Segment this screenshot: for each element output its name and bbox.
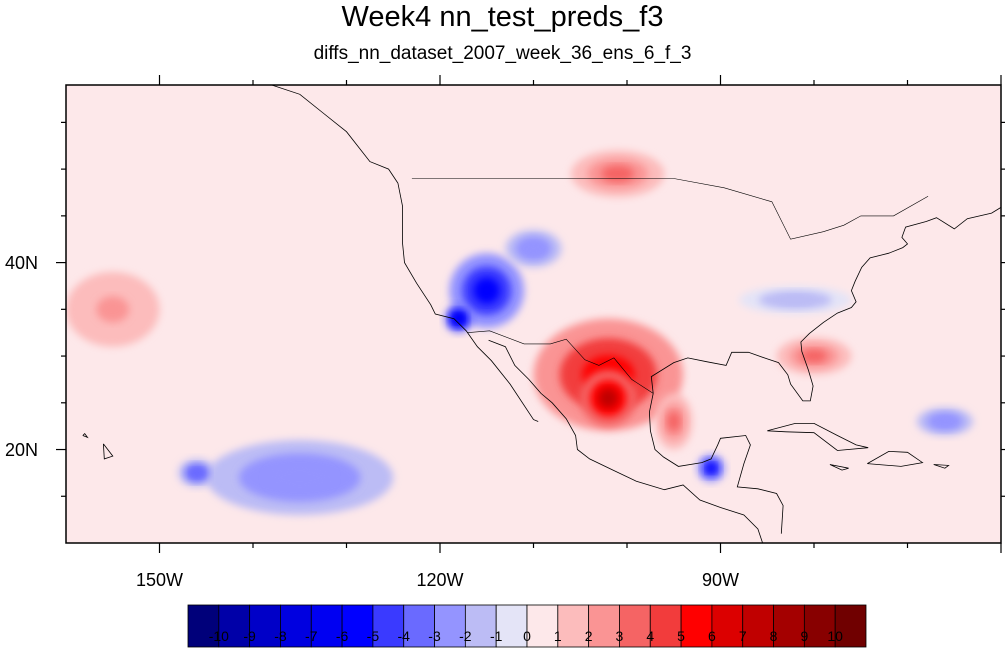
coastline-segment [82, 432, 89, 439]
colorbar-box [341, 604, 374, 648]
colorbar-label: 7 [738, 628, 747, 644]
field-region [776, 337, 852, 375]
colorbar-box [649, 604, 682, 648]
colorbar-box [464, 604, 497, 648]
colorbar-label: -8 [274, 628, 287, 644]
field-region [206, 440, 394, 515]
colorbar-label: 0 [523, 628, 531, 644]
colorbar-box [742, 604, 774, 648]
lon-tick-label: 120W [416, 570, 464, 590]
colorbar-label: 6 [708, 628, 716, 644]
colorbar [187, 604, 867, 648]
field-region [580, 370, 637, 427]
colorbar-box [680, 604, 713, 648]
colorbar-box [372, 604, 405, 648]
map-subtitle: diffs_nn_dataset_2007_week_36_ens_6_f_3 [313, 43, 692, 64]
axis-ticks [56, 75, 1005, 553]
lon-tick-label: 150W [135, 570, 184, 590]
coastline-segment [650, 207, 1001, 402]
colorbar-box [803, 604, 836, 648]
colorbar-box [619, 604, 651, 648]
data-field [66, 150, 973, 515]
lat-tick-label: 40N [4, 252, 38, 273]
colorbar-label: -5 [366, 628, 380, 644]
coastline-segment [271, 85, 399, 184]
colorbar-label: 9 [800, 628, 809, 644]
field-region [916, 407, 973, 436]
colorbar-label: -1 [489, 628, 503, 644]
lat-tick-label: 20N [4, 439, 38, 460]
field-region [697, 454, 726, 483]
coastline-segment [103, 443, 114, 460]
colorbar-label: -2 [459, 628, 472, 644]
border-segment [467, 330, 654, 394]
colorbar-label: -3 [428, 628, 441, 644]
colorbar-label: 2 [584, 628, 593, 644]
coastline-segment [397, 183, 539, 422]
colorbar-label: -9 [243, 628, 256, 644]
coastline-segment [767, 422, 869, 451]
field-region [505, 229, 562, 268]
field-region [570, 150, 665, 198]
map-title: Week4 nn_test_preds_f3 [341, 1, 664, 33]
colorbar-label: 4 [646, 628, 655, 644]
coastline-segment [867, 450, 924, 467]
colorbar-label: 10 [827, 628, 843, 644]
field-region [444, 304, 473, 333]
colorbar-box [588, 604, 620, 648]
colorbar-label: -6 [335, 628, 349, 644]
colorbar-label: -7 [305, 628, 318, 644]
coastlines [82, 85, 1001, 543]
colorbar-label: 8 [769, 628, 778, 644]
colorbar-box [403, 604, 435, 648]
field-region [178, 458, 216, 487]
field-region [655, 393, 693, 450]
coastline-segment [933, 464, 950, 469]
colorbar-box [834, 604, 867, 648]
colorbar-box [218, 604, 251, 648]
colorbar-box [187, 604, 220, 648]
coastline-segment [648, 393, 784, 534]
colorbar-label: -10 [208, 628, 229, 644]
colorbar-label: 1 [553, 628, 562, 644]
coastline-segment [829, 464, 849, 471]
colorbar-box [280, 604, 312, 648]
colorbar-box [557, 604, 590, 648]
colorbar-box [495, 604, 528, 648]
field-region [66, 271, 160, 347]
colorbar-label: 5 [677, 628, 685, 644]
colorbar-label: -4 [397, 628, 410, 644]
field-region [739, 285, 852, 314]
border-segment [411, 178, 929, 240]
colorbar-label: 3 [615, 628, 624, 644]
coastline-segment [488, 339, 763, 543]
lon-tick-label: 90W [701, 570, 739, 590]
